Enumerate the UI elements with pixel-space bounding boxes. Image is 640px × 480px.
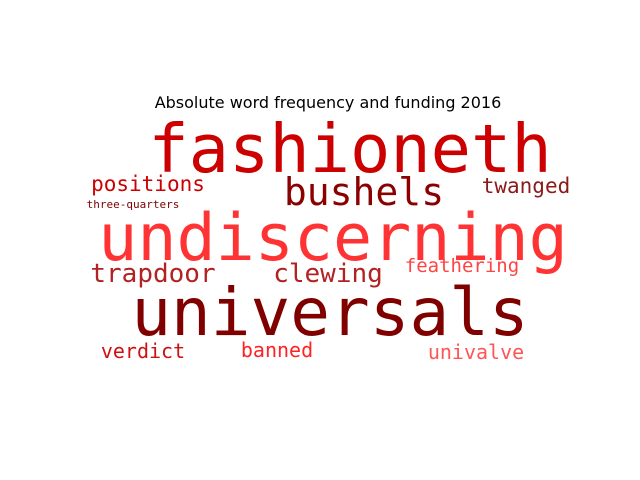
word-universals: universals [131,274,528,351]
word-twanged: twanged [482,174,571,198]
word-three-quarters: three-quarters [87,198,180,211]
word-verdict: verdict [101,339,185,363]
word-positions: positions [91,172,205,196]
word-bushels: bushels [284,170,444,214]
word-feathering: feathering [405,255,519,277]
word-trapdoor: trapdoor [90,259,215,289]
word-fashioneth: fashioneth [148,110,551,188]
word-univalve: univalve [428,340,524,364]
word-banned: banned [241,338,313,362]
word-clewing: clewing [273,259,383,289]
chart-title: Absolute word frequency and funding 2016 [154,93,502,112]
word-undiscerning: undiscerning [98,201,568,276]
